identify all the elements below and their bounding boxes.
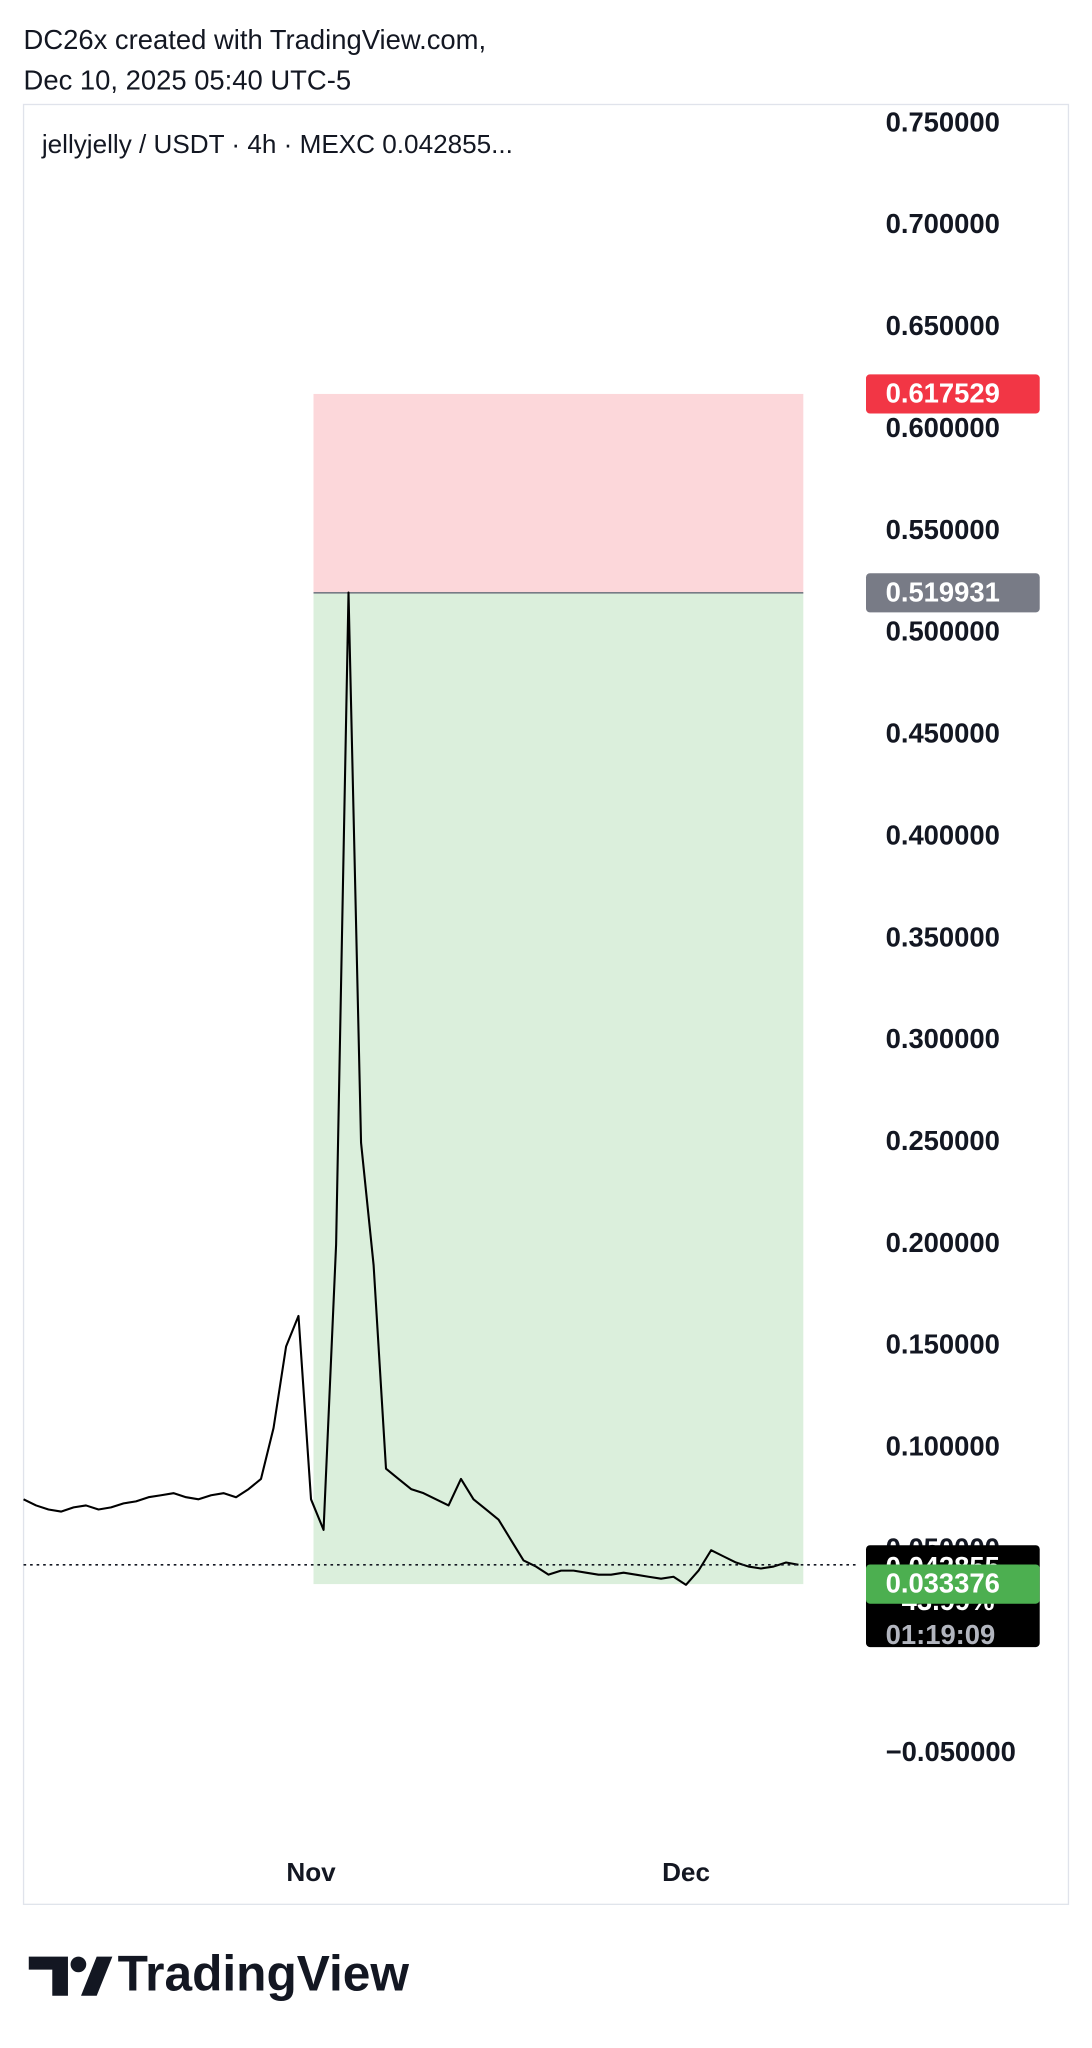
y-tick-label: 0.600000 (886, 412, 1000, 443)
symbol-title[interactable]: jellyjelly / USDT · 4h · MEXC 0.042855..… (41, 129, 513, 159)
credit-line: DC26x created with TradingView.com, (24, 24, 487, 55)
target-price-tag-bg (866, 1564, 1040, 1604)
y-tick-label: −0.050000 (886, 1736, 1016, 1767)
y-tick-label: 0.150000 (886, 1329, 1000, 1360)
y-tick-label: 0.300000 (886, 1023, 1000, 1054)
stop-price-tag: 0.617529 (886, 378, 1000, 409)
target-price-tag: 0.033376 (886, 1568, 1000, 1599)
y-tick-label: 0.650000 (886, 310, 1000, 341)
bar-countdown: 01:19:09 (886, 1619, 996, 1650)
entry-price-tag: 0.519931 (886, 576, 1000, 607)
stop-zone (313, 393, 804, 593)
target-zone (313, 592, 804, 1585)
y-tick-label: 0.500000 (886, 616, 1000, 647)
entry-price-tag-bg (866, 573, 1040, 613)
plot-frame (22, 103, 1070, 1905)
price-line (23, 591, 799, 1586)
y-tick-label: 0.250000 (886, 1125, 1000, 1156)
y-tick-label: 0.550000 (886, 514, 1000, 545)
y-tick-label: 0.100000 (886, 1431, 1000, 1462)
y-tick-label: 0.350000 (886, 921, 1000, 952)
y-tick-label: 0.450000 (886, 718, 1000, 749)
stop-price-tag-bg (866, 374, 1040, 414)
logo-text: TradingView (118, 1946, 410, 2002)
y-tick-label: 0.700000 (886, 208, 1000, 239)
y-tick-label: 0.750000 (886, 106, 1000, 137)
x-tick-label: Dec (662, 1857, 710, 1887)
x-tick-label: Nov (286, 1857, 336, 1887)
y-tick-label: 0.400000 (886, 819, 1000, 850)
timestamp: Dec 10, 2025 05:40 UTC-5 (24, 65, 352, 96)
y-tick-label: 0.200000 (886, 1227, 1000, 1258)
tradingview-logo: TradingView (28, 1946, 410, 2002)
